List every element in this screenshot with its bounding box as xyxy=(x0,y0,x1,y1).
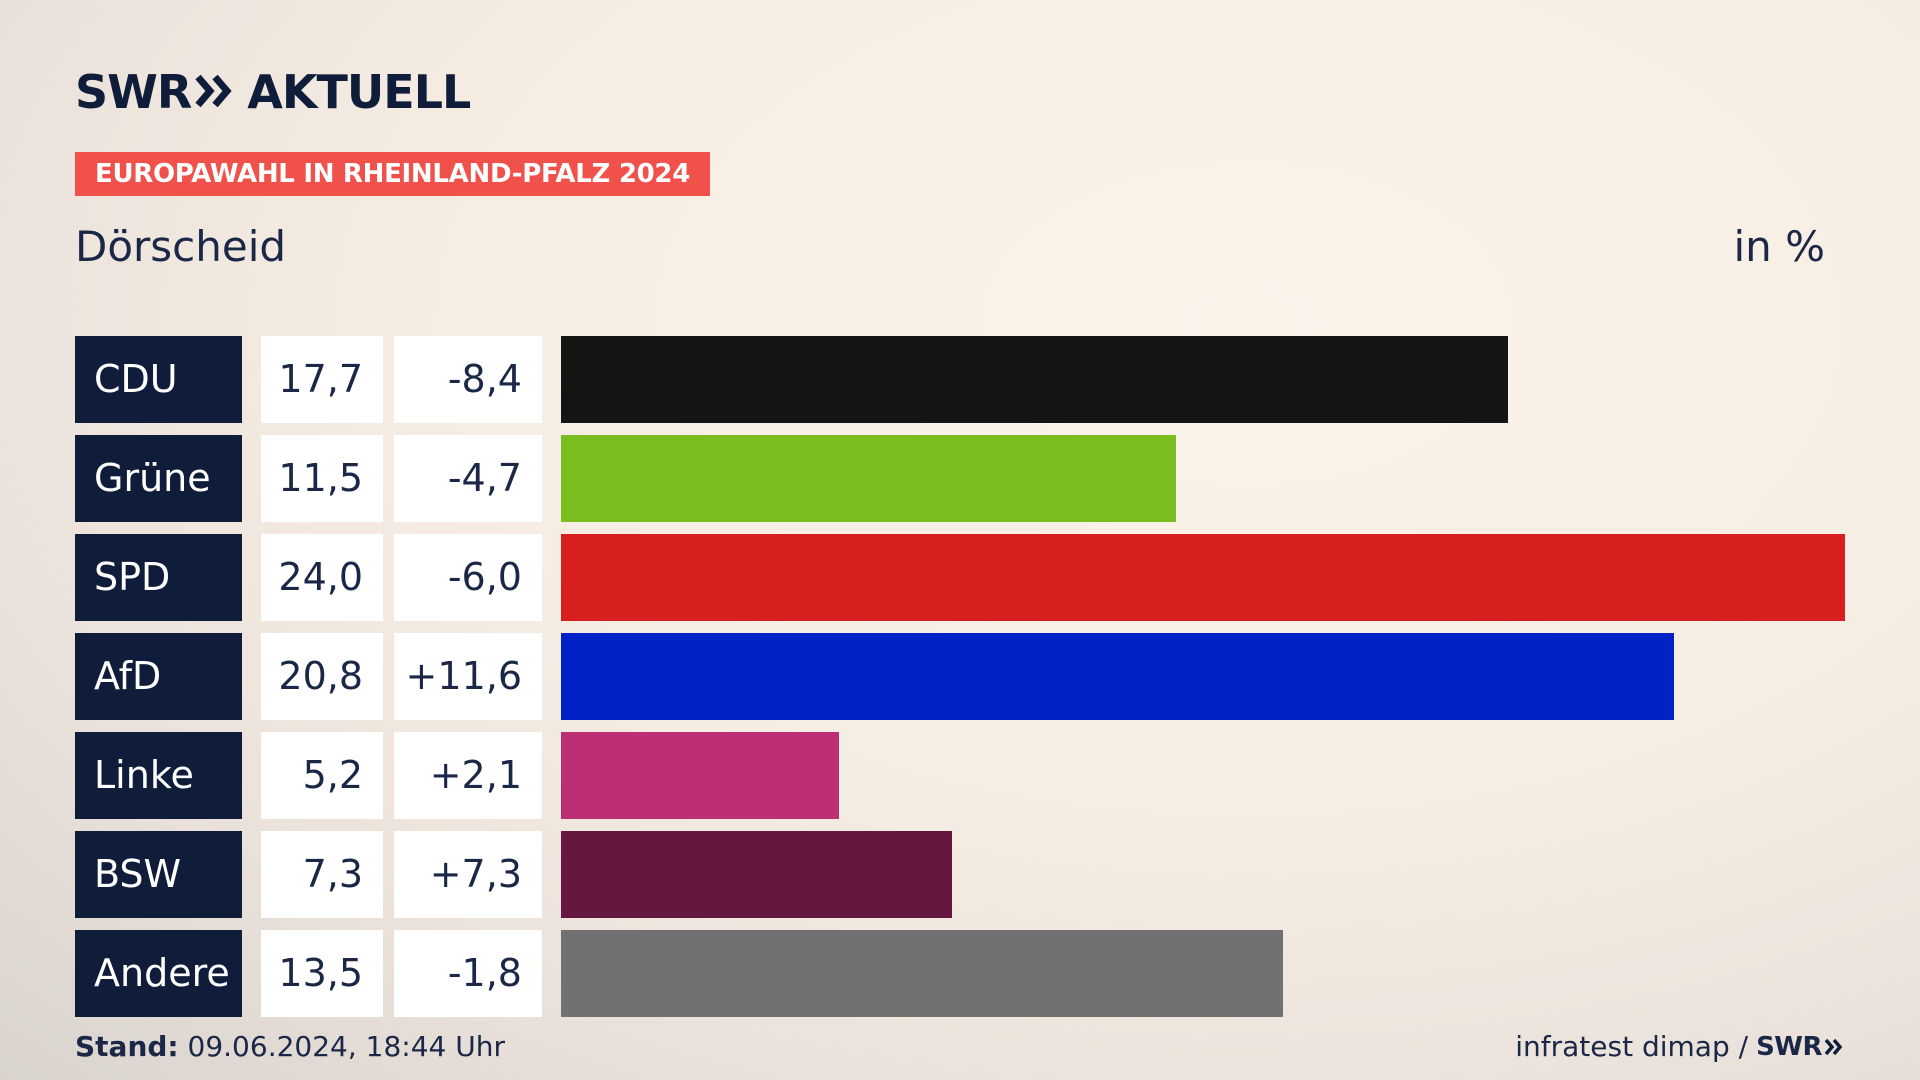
result-row: CDU 17,7 -8,4 xyxy=(75,336,1845,423)
vote-change-label: +2,1 xyxy=(394,732,542,819)
result-bar xyxy=(561,831,952,918)
stand-label: Stand: xyxy=(75,1030,179,1063)
result-row: Andere 13,5 -1,8 xyxy=(75,930,1845,1017)
result-bar xyxy=(561,435,1176,522)
result-row: AfD 20,8 +11,6 xyxy=(75,633,1845,720)
vote-share-label: 17,7 xyxy=(261,336,383,423)
result-row: SPD 24,0 -6,0 xyxy=(75,534,1845,621)
swr-aktuell-logo: SWR AKTUELL xyxy=(75,65,471,119)
party-label: AfD xyxy=(75,633,242,720)
result-row: Linke 5,2 +2,1 xyxy=(75,732,1845,819)
timestamp: Stand: 09.06.2024, 18:44 Uhr xyxy=(75,1030,505,1063)
vote-change-label: -4,7 xyxy=(394,435,542,522)
result-bar xyxy=(561,534,1845,621)
vote-share-label: 20,8 xyxy=(261,633,383,720)
stand-value: 09.06.2024, 18:44 Uhr xyxy=(187,1030,505,1063)
vote-share-label: 24,0 xyxy=(261,534,383,621)
small-chevron-icon xyxy=(1824,1038,1844,1056)
vote-change-label: -6,0 xyxy=(394,534,542,621)
party-label: CDU xyxy=(75,336,242,423)
result-bar xyxy=(561,633,1674,720)
place-title: Dörscheid xyxy=(75,222,287,271)
party-label: Andere xyxy=(75,930,242,1017)
double-chevron-icon xyxy=(195,65,233,119)
result-bar xyxy=(561,930,1283,1017)
vote-share-label: 7,3 xyxy=(261,831,383,918)
party-label: BSW xyxy=(75,831,242,918)
vote-change-label: +11,6 xyxy=(394,633,542,720)
party-label: Grüne xyxy=(75,435,242,522)
source-text: infratest dimap / xyxy=(1515,1030,1749,1063)
party-label: SPD xyxy=(75,534,242,621)
vote-share-label: 13,5 xyxy=(261,930,383,1017)
party-label: Linke xyxy=(75,732,242,819)
result-bar xyxy=(561,732,839,819)
vote-change-label: -1,8 xyxy=(394,930,542,1017)
vote-share-label: 11,5 xyxy=(261,435,383,522)
result-row: BSW 7,3 +7,3 xyxy=(75,831,1845,918)
vote-change-label: +7,3 xyxy=(394,831,542,918)
result-row: Grüne 11,5 -4,7 xyxy=(75,435,1845,522)
logo-swr-text: SWR xyxy=(75,65,192,119)
vote-share-label: 5,2 xyxy=(261,732,383,819)
source-swr-logo: SWR xyxy=(1756,1031,1822,1062)
unit-label: in % xyxy=(1733,222,1825,271)
result-bar xyxy=(561,336,1508,423)
vote-change-label: -8,4 xyxy=(394,336,542,423)
source-credit: infratest dimap / SWR xyxy=(1515,1030,1844,1063)
election-badge: EUROPAWAHL IN RHEINLAND-PFALZ 2024 xyxy=(75,152,710,196)
logo-aktuell-text: AKTUELL xyxy=(247,65,471,119)
